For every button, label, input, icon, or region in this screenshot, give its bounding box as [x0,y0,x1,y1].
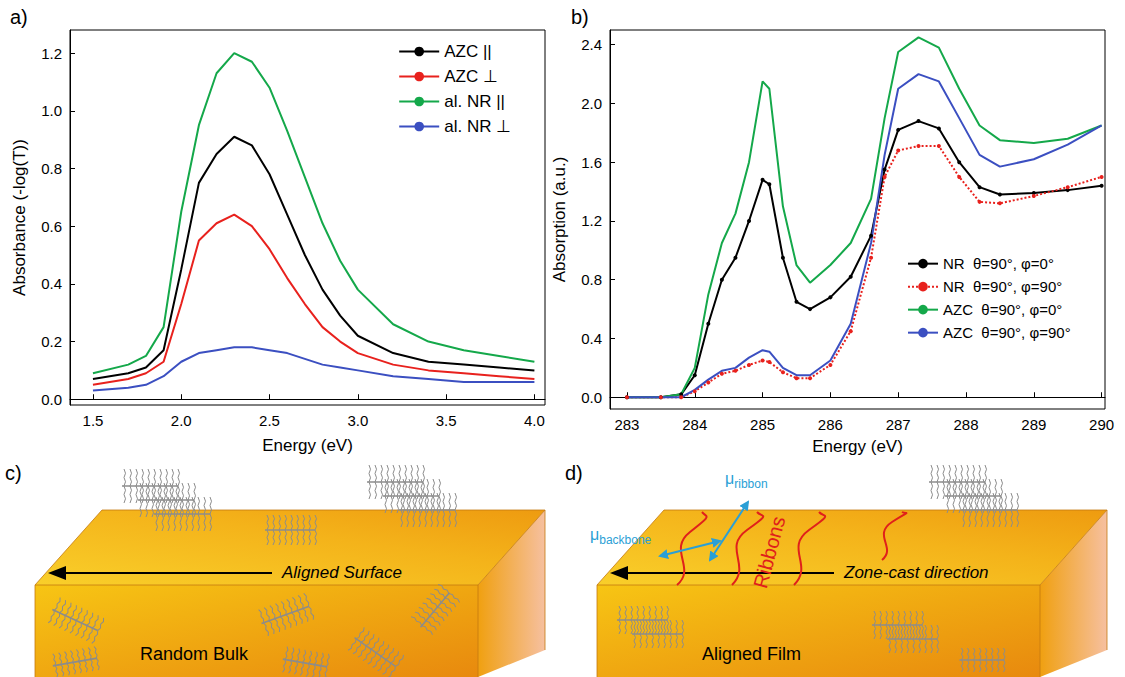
svg-text:3.0: 3.0 [347,412,368,429]
svg-text:0.8: 0.8 [41,160,62,177]
svg-text:d): d) [565,462,583,484]
svg-text:AZC θ=90°, φ=0°: AZC θ=90°, φ=0° [943,301,1062,318]
svg-text:μbackbone: μbackbone [590,526,652,547]
svg-text:AZC ⊥: AZC ⊥ [444,67,498,86]
svg-text:NR θ=90°, φ=0°: NR θ=90°, φ=0° [943,255,1054,272]
svg-text:288: 288 [953,416,978,433]
svg-text:4.0: 4.0 [524,412,545,429]
svg-text:AZC ||: AZC || [444,42,492,61]
svg-text:μribbon: μribbon [725,470,768,491]
svg-text:0.8: 0.8 [581,271,602,288]
svg-text:0.4: 0.4 [41,275,62,292]
svg-text:0.0: 0.0 [41,391,62,408]
svg-text:285: 285 [750,416,775,433]
svg-text:a): a) [10,6,28,28]
svg-text:2.0: 2.0 [581,95,602,112]
svg-text:c): c) [5,462,22,484]
svg-text:289: 289 [1021,416,1046,433]
svg-text:3.5: 3.5 [436,412,457,429]
svg-text:al. NR ||: al. NR || [444,92,505,111]
svg-text:290: 290 [1089,416,1114,433]
svg-text:0.4: 0.4 [581,330,602,347]
svg-text:Absorption (a.u.): Absorption (a.u.) [550,157,569,283]
svg-text:284: 284 [682,416,707,433]
svg-text:0.6: 0.6 [41,218,62,235]
svg-text:NR θ=90°, φ=90°: NR θ=90°, φ=90° [943,278,1062,295]
svg-text:0.0: 0.0 [581,389,602,406]
svg-text:287: 287 [886,416,911,433]
svg-text:1.0: 1.0 [41,102,62,119]
svg-text:AZC θ=90°, φ=90°: AZC θ=90°, φ=90° [943,324,1071,341]
svg-text:1.2: 1.2 [41,45,62,62]
svg-text:Ribbons: Ribbons [749,514,789,591]
svg-text:2.0: 2.0 [171,412,192,429]
svg-text:Zone-cast direction: Zone-cast direction [843,563,989,582]
svg-text:283: 283 [614,416,639,433]
svg-text:b): b) [571,6,589,28]
svg-text:Energy (eV): Energy (eV) [262,436,353,455]
svg-text:Random Bulk: Random Bulk [140,644,249,664]
svg-text:1.6: 1.6 [581,154,602,171]
svg-text:Aligned Film: Aligned Film [702,644,801,664]
svg-text:Energy (eV): Energy (eV) [812,437,903,456]
svg-text:Aligned Surface: Aligned Surface [281,563,402,582]
svg-text:Absorbance (-log(T)): Absorbance (-log(T)) [10,139,29,296]
svg-text:al. NR ⊥: al. NR ⊥ [444,117,511,136]
svg-text:2.4: 2.4 [581,36,602,53]
svg-text:1.5: 1.5 [83,412,104,429]
svg-text:0.2: 0.2 [41,333,62,350]
svg-text:1.2: 1.2 [581,212,602,229]
svg-text:2.5: 2.5 [259,412,280,429]
svg-text:286: 286 [818,416,843,433]
